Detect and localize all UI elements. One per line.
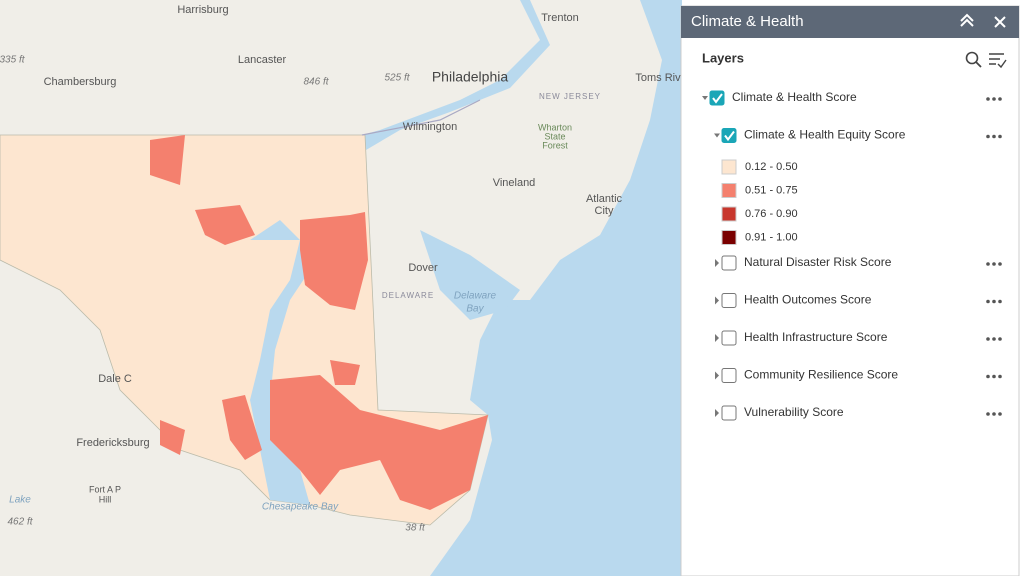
panel-title: Climate & Health [691, 13, 804, 30]
panel-body [680, 5, 1020, 577]
options-dot[interactable] [992, 412, 996, 416]
collapse-button[interactable] [960, 13, 974, 27]
map-label: Trenton [541, 12, 579, 24]
state-line [361, 99, 481, 136]
map-label: City [595, 205, 614, 217]
legend-swatch [721, 206, 737, 222]
legend-swatch [721, 159, 737, 175]
layer-name[interactable]: Community Resilience Score [744, 368, 898, 382]
map-label: Harrisburg [177, 4, 228, 16]
expand-arrow[interactable] [715, 334, 719, 342]
map-label: Chambersburg [44, 76, 117, 88]
legend-swatch [721, 230, 737, 245]
layer-name[interactable]: Climate & Health Score [732, 90, 857, 104]
options-dot[interactable] [986, 134, 990, 139]
map-label: State [544, 131, 565, 141]
map-label: Philadelphia [432, 69, 508, 85]
checkbox[interactable] [709, 90, 725, 106]
checkbox[interactable] [721, 405, 737, 421]
options-dot[interactable] [986, 299, 990, 304]
expand-arrow[interactable] [715, 296, 719, 305]
map-label: DELAWARE [382, 291, 434, 300]
check [724, 130, 735, 142]
options-dot[interactable] [998, 299, 1002, 304]
checkbox[interactable] [721, 255, 737, 271]
options-dot[interactable] [998, 134, 1002, 139]
map-label: 38 ft [405, 523, 426, 534]
check [712, 93, 723, 104]
options-dot[interactable] [986, 97, 990, 101]
map-label: Wilmington [403, 121, 457, 133]
map-label: 846 ft [303, 77, 329, 88]
checkbox[interactable] [721, 330, 737, 346]
expand-arrow[interactable] [715, 409, 719, 417]
search-button[interactable] [965, 51, 982, 68]
map-label: Delaware [454, 291, 497, 302]
legend-swatch [721, 183, 737, 198]
options-dot[interactable] [992, 374, 996, 379]
options-dot[interactable] [986, 374, 990, 379]
options-dot[interactable] [992, 262, 996, 266]
map-label: Lancaster [238, 54, 287, 66]
map-label: Dale C [98, 373, 132, 385]
map-label: 462 ft [7, 517, 33, 528]
options-dot[interactable] [998, 97, 1002, 101]
chesapeake [250, 220, 310, 505]
map-label: Wharton [538, 122, 572, 132]
map-label: Dover [408, 262, 438, 274]
map-label: Fort A P [89, 484, 121, 494]
checkbox[interactable] [721, 128, 737, 143]
options-dot[interactable] [992, 97, 996, 101]
checkbox[interactable] [721, 293, 737, 308]
map-label: Lake [9, 495, 31, 506]
map-label: Toms Riv [635, 72, 681, 84]
map[interactable]: Harrisburg Trenton 335 ft Chambersburg L… [0, 0, 682, 576]
options-dot[interactable] [998, 262, 1002, 266]
options-dot[interactable] [992, 299, 996, 304]
panel-header [681, 6, 1019, 38]
ocean [430, 0, 682, 576]
filter-button[interactable] [989, 53, 1007, 69]
layer-name[interactable]: Health Outcomes Score [744, 293, 872, 307]
delaware-bay [420, 230, 520, 320]
legend-label: 0.91 - 1.00 [745, 231, 798, 243]
map-label: Fredericksburg [76, 437, 149, 449]
options-dot[interactable] [998, 337, 1002, 341]
map-label: Atlantic [586, 193, 623, 205]
section-title: Layers [702, 50, 744, 65]
expand-arrow[interactable] [715, 259, 719, 267]
legend-label: 0.12 - 0.50 [745, 161, 798, 173]
options-dot[interactable] [986, 262, 990, 266]
legend-label: 0.76 - 0.90 [745, 208, 798, 220]
legend-label: 0.51 - 0.75 [745, 184, 798, 196]
layer-name[interactable]: Health Infrastructure Score [744, 330, 888, 344]
checkbox[interactable] [721, 368, 737, 383]
options-dot[interactable] [986, 337, 990, 341]
expand-arrow[interactable] [702, 96, 708, 100]
layer-name[interactable]: Climate & Health Equity Score [744, 128, 906, 142]
layers-panel: Climate & Health Layers Climate & Health… [680, 5, 1020, 577]
map-label: Vineland [493, 177, 536, 189]
map-label: 335 ft [0, 55, 26, 66]
options-dot[interactable] [986, 412, 990, 416]
close-button[interactable] [994, 16, 1006, 28]
options-dot[interactable] [998, 412, 1002, 416]
map-label: Hill [99, 494, 112, 504]
map-label: Bay [466, 304, 484, 315]
map-label: Forest [542, 140, 568, 150]
layer-name[interactable]: Natural Disaster Risk Score [744, 255, 892, 269]
high-score-areas [150, 135, 488, 510]
river [362, 0, 550, 150]
expand-arrow[interactable] [715, 371, 719, 380]
expand-arrow[interactable] [714, 133, 720, 138]
layer-name[interactable]: Vulnerability Score [744, 405, 844, 419]
map-label: 525 ft [384, 73, 410, 84]
options-dot[interactable] [992, 134, 996, 139]
map-label: Chesapeake Bay [262, 502, 339, 513]
map-label: NEW JERSEY [539, 92, 601, 101]
options-dot[interactable] [998, 374, 1002, 379]
options-dot[interactable] [992, 337, 996, 341]
